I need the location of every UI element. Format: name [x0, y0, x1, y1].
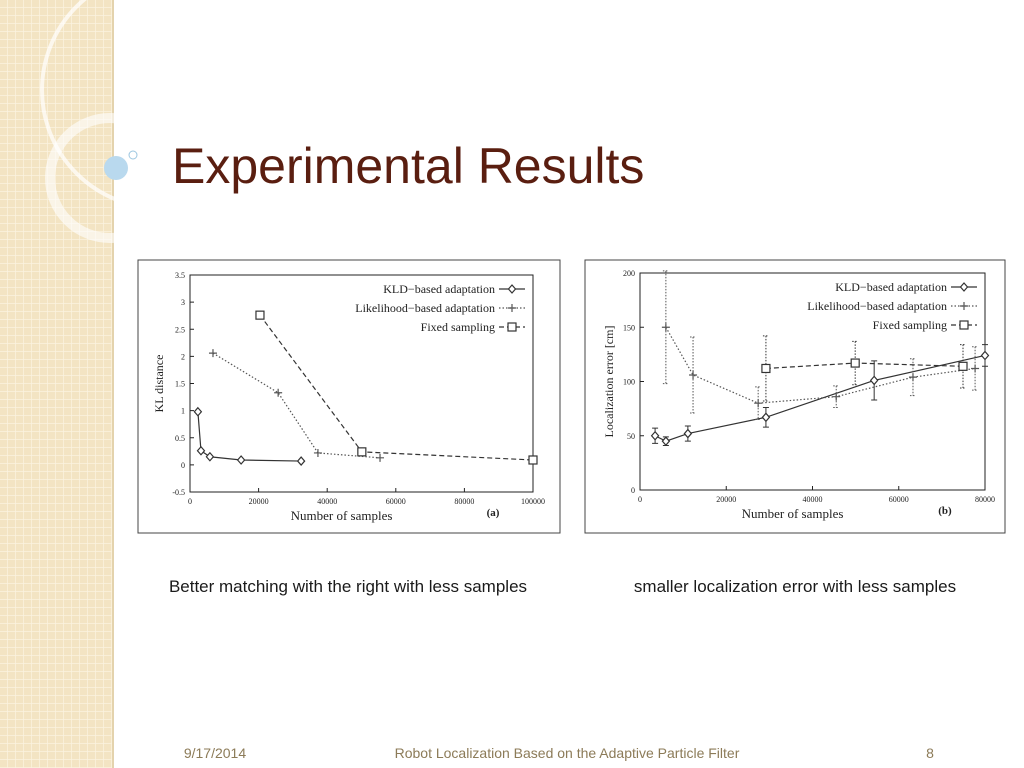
annotation: (a) [487, 507, 500, 519]
slide-title: Experimental Results [172, 138, 644, 194]
footer-text: Robot Localization Based on the Adaptive… [395, 745, 740, 761]
marker [208, 349, 217, 358]
footer-date: 9/17/2014 [184, 745, 246, 761]
chart-frame [137, 259, 561, 534]
marker [661, 323, 670, 332]
annotation: (b) [938, 505, 952, 517]
series-line [665, 326, 976, 404]
charts: 0 20000 40000 60000 80000 100000-0.500.511.52… [152, 269, 995, 523]
marker [507, 284, 517, 294]
x-axis-label: Number of samples [742, 506, 844, 521]
legend-label: Fixed sampling [421, 320, 495, 334]
y-tick-label: 150 [623, 323, 635, 332]
y-tick-label: 0 [631, 486, 635, 495]
caption: smaller localization error with less sam… [634, 577, 956, 596]
x-tick-label: 60000 [386, 497, 406, 506]
marker [683, 428, 693, 439]
y-tick-label: 1.5 [175, 380, 185, 389]
marker [508, 304, 516, 312]
error-bar [662, 270, 669, 385]
series-line [212, 352, 381, 459]
x-tick-label: 20000 [249, 497, 269, 506]
marker [376, 453, 385, 462]
marker [274, 388, 283, 397]
y-tick-label: 200 [623, 269, 635, 278]
y-tick-label: 2.5 [175, 325, 185, 334]
page-number: 8 [926, 745, 934, 761]
marker [761, 363, 771, 374]
x-tick-label: 0 [638, 495, 642, 504]
x-tick-label: 100000 [521, 497, 545, 506]
marker [761, 412, 771, 423]
x-tick-label: 40000 [317, 497, 337, 506]
chart-frame [584, 259, 1006, 534]
marker [236, 455, 246, 465]
y-axis-label: Localization error [cm] [602, 326, 616, 438]
legend-label: Fixed sampling [873, 318, 947, 332]
marker [528, 455, 538, 465]
marker [313, 448, 322, 457]
legend-label: KLD−based adaptation [835, 280, 947, 294]
y-tick-label: 0.5 [175, 434, 185, 443]
marker [960, 302, 968, 310]
y-tick-label: 2 [181, 352, 185, 361]
error-bar [833, 385, 840, 409]
x-tick-label: 0 [188, 497, 192, 506]
y-axis-label: KL distance [152, 355, 166, 413]
marker [661, 436, 671, 447]
y-tick-label: 3.5 [175, 271, 185, 280]
caption: Better matching with the right with less… [169, 577, 527, 596]
y-tick-label: 100 [623, 378, 635, 387]
x-axis-label: Number of samples [291, 508, 393, 523]
legend-label: Likelihood−based adaptation [355, 301, 495, 315]
marker [357, 447, 367, 457]
marker [196, 445, 206, 456]
chart: 0 20000 40000 60000 80000 100000-0.500.511.52… [152, 271, 545, 523]
y-tick-label: 50 [627, 432, 635, 441]
marker [193, 406, 203, 417]
marker [507, 322, 517, 332]
y-tick-label: 3 [181, 298, 185, 307]
marker [850, 358, 860, 368]
error-bar [762, 335, 769, 402]
legend-label: KLD−based adaptation [383, 282, 495, 296]
marker [689, 370, 698, 379]
x-tick-label: 60000 [889, 495, 909, 504]
marker [255, 310, 265, 320]
marker [980, 350, 990, 361]
marker [958, 361, 968, 371]
x-tick-label: 20000 [716, 495, 736, 504]
y-tick-label: 0 [181, 461, 185, 470]
marker [908, 373, 917, 382]
marker [205, 451, 215, 462]
legend-label: Likelihood−based adaptation [807, 299, 947, 313]
x-tick-label: 40000 [803, 495, 823, 504]
marker [650, 430, 660, 441]
marker [754, 399, 763, 408]
x-tick-label: 80000 [454, 497, 474, 506]
y-tick-label: 1 [181, 407, 185, 416]
marker [832, 392, 841, 401]
marker [959, 282, 969, 292]
x-tick-label: 80000 [975, 495, 995, 504]
error-bar [690, 336, 697, 414]
marker [296, 456, 306, 466]
marker [971, 364, 980, 373]
y-tick-label: -0.5 [172, 488, 185, 497]
marker [959, 320, 969, 330]
side-band [0, 0, 280, 768]
chart: 0 20000 40000 60000 80000 0 50 100 150 200 Number … [602, 269, 995, 521]
marker [869, 375, 879, 386]
